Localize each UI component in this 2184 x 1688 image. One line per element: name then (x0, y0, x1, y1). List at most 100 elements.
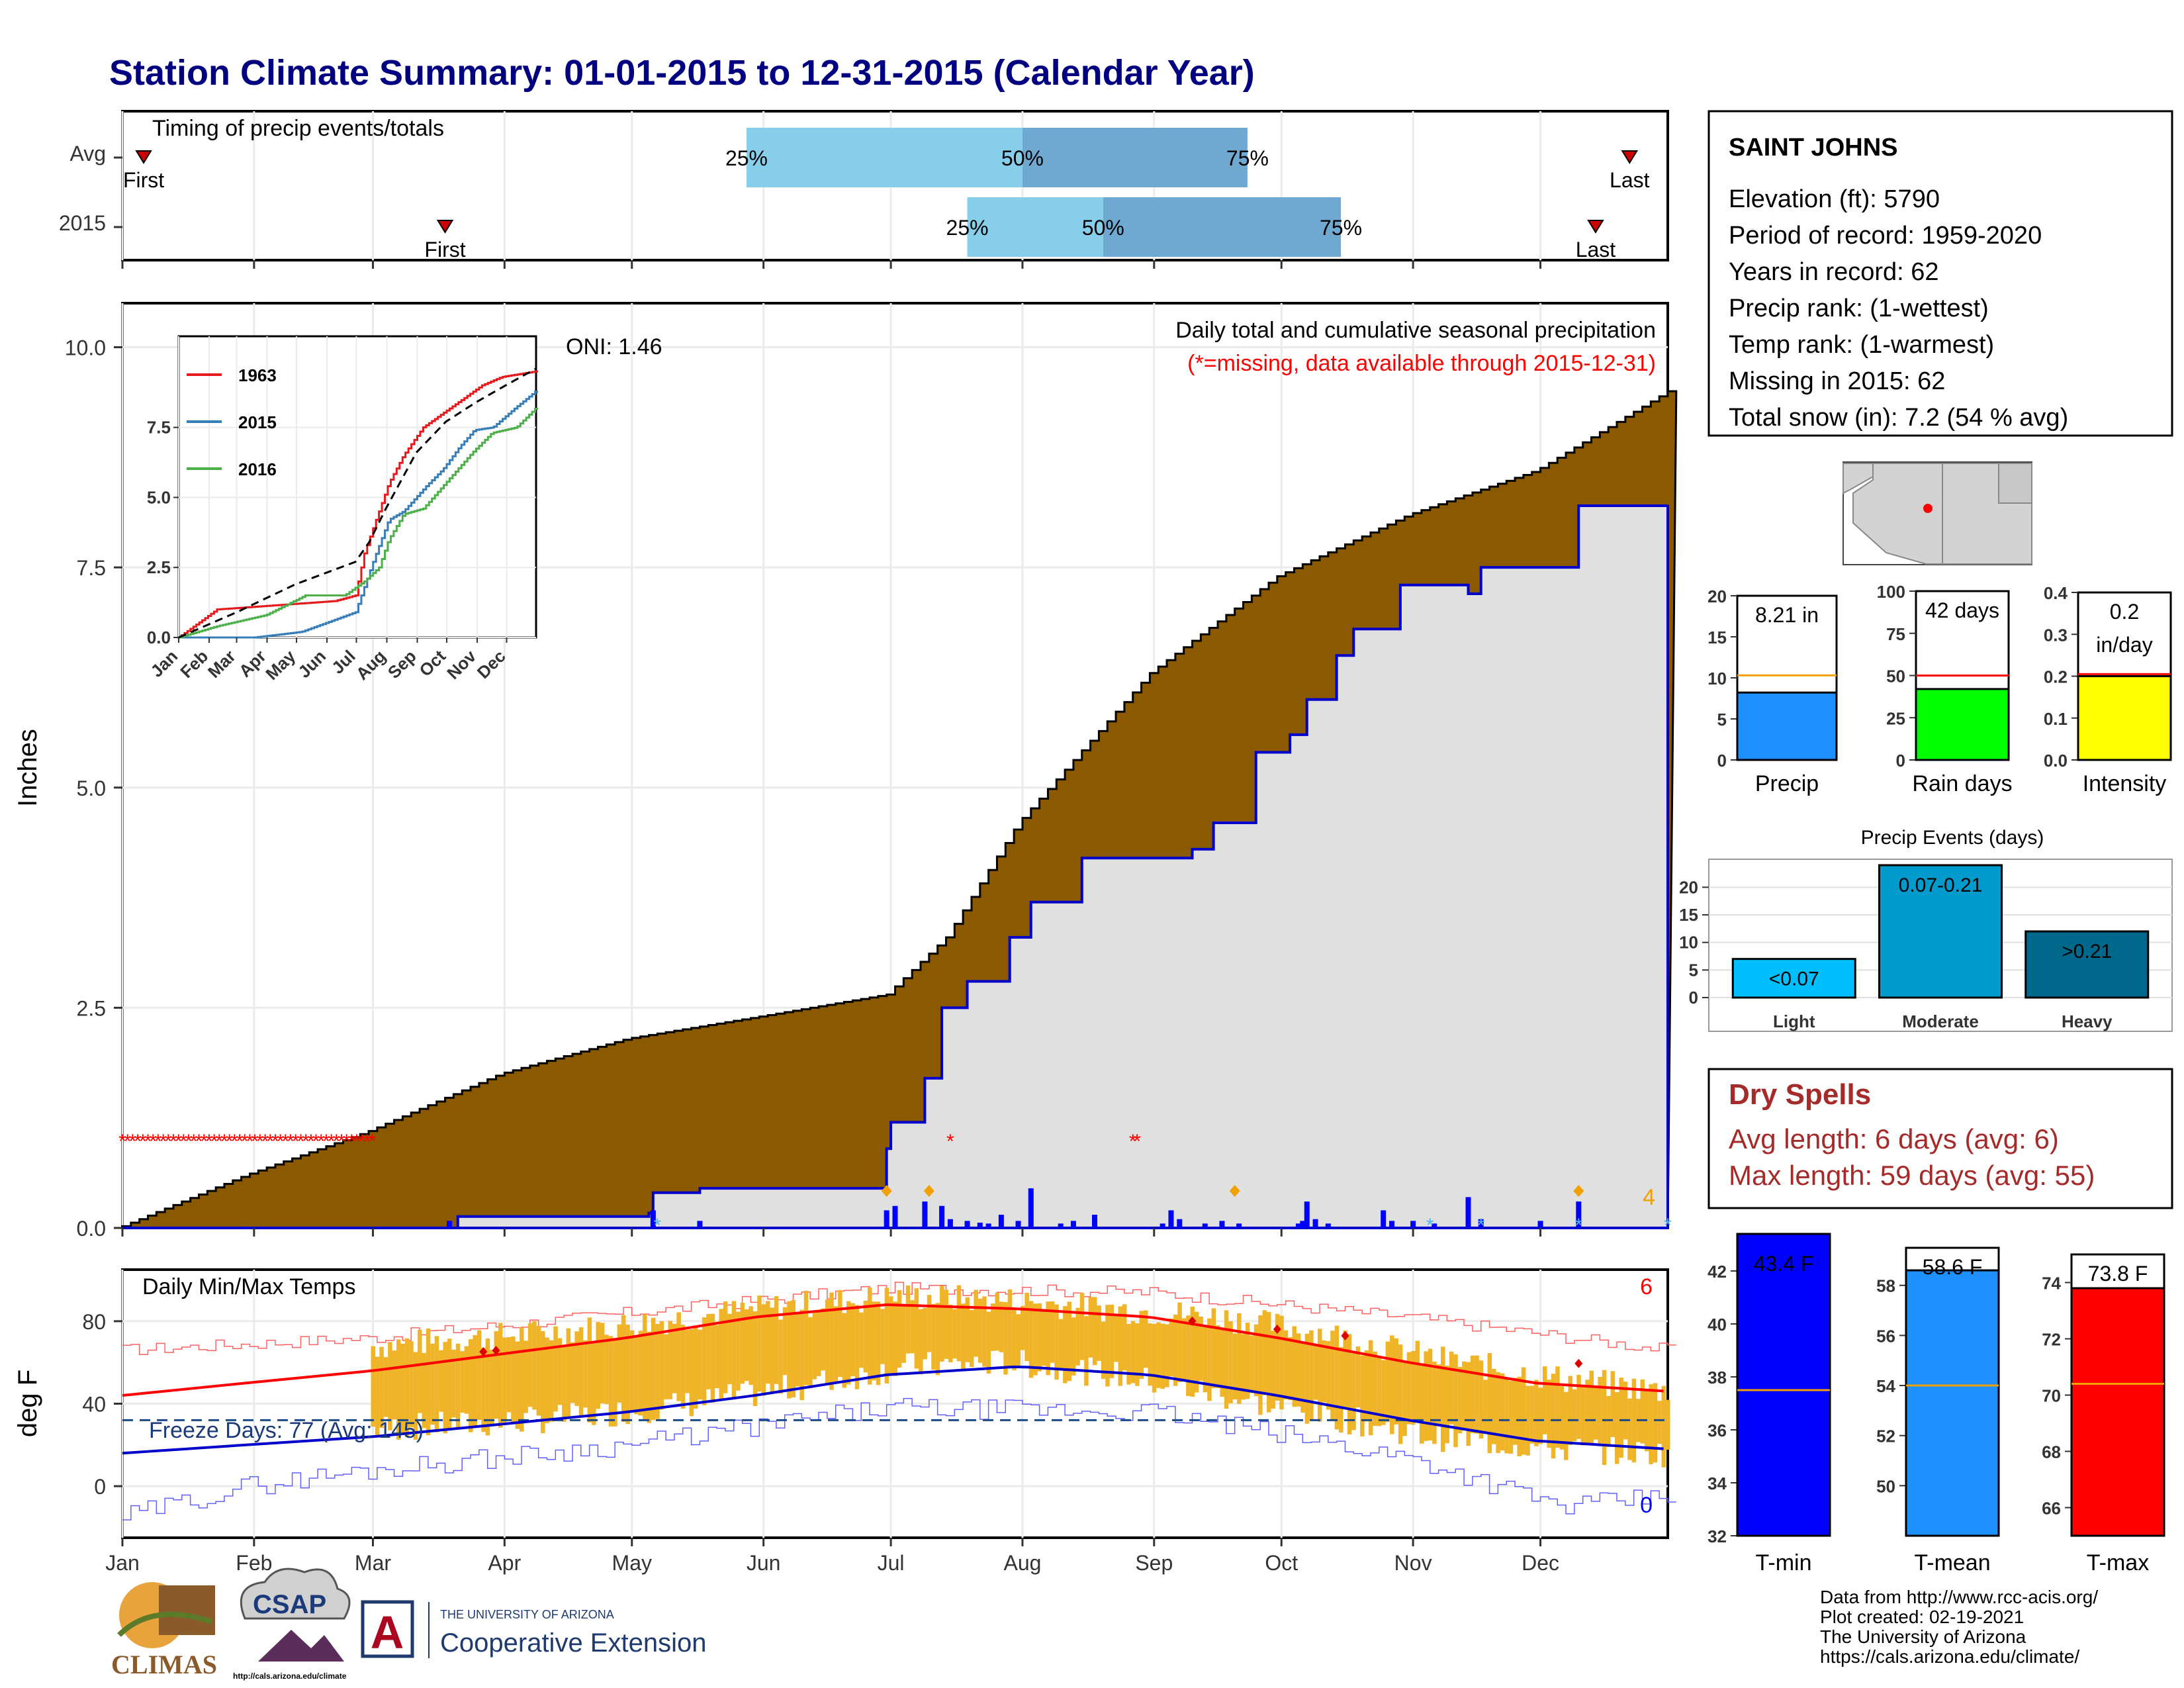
daily-temp-range-bar (1028, 1301, 1034, 1378)
daily-precip-bar (1160, 1223, 1165, 1228)
station-info-box: SAINT JOHNS Elevation (ft): 5790 Period … (1707, 110, 2173, 437)
missing-day-marker: * (332, 1131, 340, 1152)
daily-precip-bar (1432, 1223, 1437, 1228)
missing-day-marker: * (261, 1131, 269, 1152)
daily-temp-range-bar (498, 1323, 503, 1428)
tmax-summary-y-tick-label: 68 (2042, 1442, 2061, 1462)
daily-temp-range-bar (379, 1346, 384, 1429)
daily-temp-range-bar (600, 1323, 605, 1404)
daily-temp-range-bar (1551, 1374, 1556, 1459)
daily-temp-range-bar (383, 1357, 388, 1417)
footer-line-created: Plot created: 02-19-2021 (1820, 1607, 2024, 1627)
daily-temp-range-bar (1615, 1392, 1619, 1464)
daily-temp-range-bar (1300, 1341, 1305, 1413)
snow-marker: * (1574, 1215, 1582, 1237)
timing-row-2015-label: 2015 (59, 211, 106, 235)
precip-y-tick-label: 10.0 (65, 336, 106, 360)
temp-y-tick-label: 80 (82, 1310, 106, 1334)
daily-temp-range-bar (715, 1325, 719, 1389)
daily-temp-range-bar (1186, 1315, 1191, 1396)
daily-temp-range-bar (1334, 1325, 1340, 1430)
daily-temp-range-bar (1657, 1401, 1662, 1444)
daily-temp-range-bar (1309, 1330, 1314, 1421)
daily-temp-range-bar (1568, 1376, 1572, 1445)
missing-day-marker: * (215, 1131, 223, 1152)
daily-temp-range-bar (1143, 1310, 1148, 1368)
precip-y-tick-label: 0.0 (77, 1217, 106, 1241)
precip-y-ticks: 0.0 2.5 5.0 7.5 10.0 (65, 336, 122, 1241)
daily-temp-range-bar (608, 1336, 614, 1427)
intensity-summary-value-label: 0.2 (2110, 600, 2139, 624)
timing-first-label: First (123, 168, 164, 192)
daily-temp-range-bar (817, 1311, 821, 1376)
record-high-marker (1574, 1358, 1583, 1368)
month-tick-label: May (612, 1551, 652, 1575)
daily-precip-bar (1236, 1223, 1242, 1228)
missing-day-marker: * (236, 1131, 244, 1152)
daily-temp-range-bar (872, 1301, 876, 1381)
timing-p25-label: 25% (946, 216, 989, 240)
inset-legend: 1963 2015 2016 (187, 365, 277, 479)
precip-events-bars: 0 5 10 15 20 <0.07 Light 0.07-0.21 Moderate >0.21… (1679, 864, 2172, 1031)
precip-summary-y-tick-label: 0 (1717, 751, 1727, 771)
daily-temp-range-bar (884, 1288, 889, 1383)
daily-temp-range-bar (1385, 1341, 1390, 1423)
daily-temp-range-bar (545, 1337, 549, 1423)
daily-temp-range-bar (451, 1349, 456, 1418)
inset-series-2015 (179, 391, 538, 639)
missing-day-marker: * (154, 1131, 162, 1152)
daily-temp-range-bar (1181, 1318, 1187, 1382)
daily-temp-range-bar (808, 1317, 813, 1388)
daily-temp-range-bar (1258, 1315, 1263, 1415)
timing-bar-25-50 (746, 128, 1023, 187)
daily-temp-range-bar (1075, 1307, 1080, 1366)
daily-temp-range-bar (910, 1300, 915, 1354)
daily-temp-range-bar (1457, 1366, 1463, 1434)
daily-temp-range-bar (1525, 1385, 1530, 1456)
daily-temp-range-bar (1441, 1346, 1445, 1452)
daily-temp-range-bar (587, 1317, 592, 1423)
month-tick-label: Oct (1265, 1551, 1298, 1575)
intensity-summary-y-tick-label: 0.1 (2044, 709, 2068, 729)
missing-day-marker: * (210, 1131, 218, 1152)
daily-precip-bar (1410, 1221, 1416, 1228)
daily-temp-range-bar (740, 1303, 745, 1384)
map-region-nw (1843, 463, 1874, 494)
daily-temp-range-bar (1207, 1318, 1212, 1401)
daily-temp-range-bar (927, 1295, 932, 1352)
daily-temp-range-bar (918, 1309, 923, 1375)
month-tick-label: Feb (236, 1551, 272, 1575)
arizona-locator-map (1843, 461, 2032, 565)
map-region-ne (1998, 463, 2032, 504)
daily-precip-bar (1177, 1219, 1183, 1228)
daily-temp-range-bar (396, 1339, 401, 1440)
precip-summary-y-tick-label: 5 (1717, 710, 1727, 729)
missing-day-marker: * (256, 1131, 264, 1152)
daily-temp-range-bar (439, 1350, 443, 1412)
daily-temp-range-bar (1580, 1385, 1586, 1446)
tmean-summary-y-tick-label: 56 (1876, 1326, 1895, 1346)
daily-temp-range-bar (1330, 1331, 1335, 1420)
missing-day-marker: * (348, 1131, 356, 1152)
events-bar-label: >0.21 (2062, 941, 2112, 962)
daily-temp-range-bar (400, 1343, 405, 1435)
precip-summary-y-tick-label: 20 (1707, 586, 1727, 606)
missing-day-marker: * (149, 1131, 157, 1152)
daily-temp-range-bar (1220, 1328, 1224, 1397)
daily-temp-range-bar (1462, 1361, 1467, 1430)
precip-marks: ****************************************… (118, 390, 1678, 1237)
daily-temp-range-bar (1245, 1323, 1250, 1399)
temp-y-tick-label: 40 (82, 1393, 106, 1417)
daily-precip-bar (650, 1210, 656, 1228)
station-period: Period of record: 1959-2020 (1729, 222, 2042, 250)
daily-temp-range-bar (940, 1286, 944, 1362)
oni-label: ONI: 1.46 (566, 334, 662, 359)
tmin-summary-y-tick-label: 42 (1707, 1262, 1727, 1282)
daily-temp-range-bar (685, 1329, 690, 1393)
station-name: SAINT JOHNS (1729, 134, 1897, 162)
daily-temp-range-bar (647, 1331, 651, 1423)
tmean-summary-y-tick-label: 52 (1876, 1427, 1895, 1446)
daily-precip-bar (1304, 1201, 1310, 1228)
events-y-tick-label: 15 (1679, 905, 1698, 925)
temp-y-ticks: 0 40 80 (82, 1310, 122, 1499)
